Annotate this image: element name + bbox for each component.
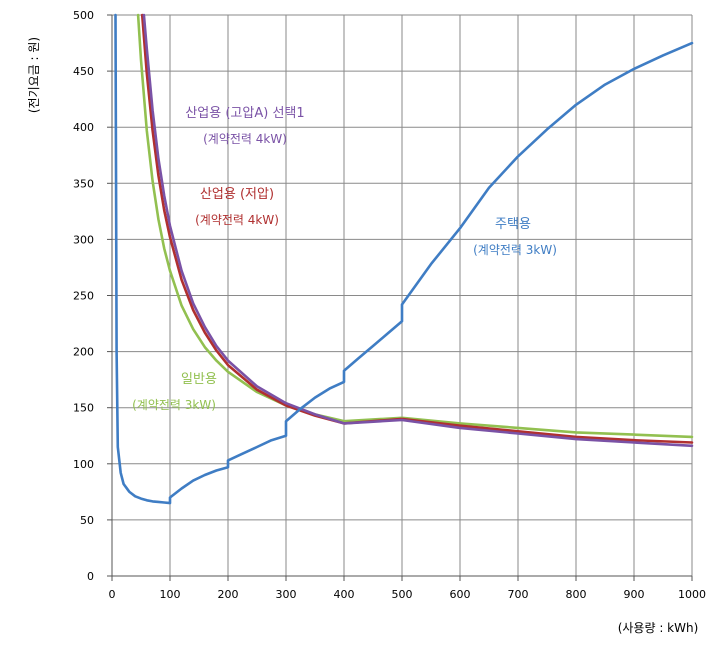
tick-labels: 0 100 200 300 400 500 600 700 800 900 1000 0 50 100 15… [73,9,706,601]
x-tick-label: 900 [624,588,645,601]
y-tick-label: 100 [73,458,94,471]
y-tick-label: 0 [87,570,94,583]
series-line [140,13,694,444]
y-axis-label: (전기요금 : 원) [27,37,41,113]
series-line [114,13,694,505]
series-line [136,13,694,439]
series-note-label: (계약전력 3kW) [132,397,216,412]
y-tick-label: 150 [73,402,94,415]
series-lines [114,13,694,505]
series-name-label: 산업용 (저압) [200,187,274,202]
series-annotations: 주택용 (계약전력 3kW) 산업용 (고압A) 선택1 (계약전력 4kW) 산업용 … [132,106,557,412]
series-line [142,13,694,448]
x-tick-label: 600 [450,588,471,601]
grid-lines [112,14,693,576]
x-tick-label: 500 [392,588,413,601]
x-tick-label: 300 [276,588,297,601]
axes [107,14,693,581]
x-tick-label: 1000 [678,588,706,601]
y-tick-label: 200 [73,346,94,359]
x-tick-label: 800 [566,588,587,601]
x-axis-label: (사용량 : kWh) [618,621,699,635]
series-note-label: (계약전력 4kW) [203,131,287,146]
y-tick-label: 500 [73,9,94,22]
series-name-label: 일반용 [181,372,217,387]
series-note-label: (계약전력 4kW) [195,212,279,227]
x-tick-label: 200 [218,588,239,601]
series-name-label: 주택용 [495,217,531,232]
x-tick-label: 100 [160,588,181,601]
x-tick-label: 0 [109,588,116,601]
y-tick-label: 450 [73,65,94,78]
y-tick-label: 50 [80,514,94,527]
y-tick-label: 350 [73,177,94,190]
y-tick-label: 400 [73,121,94,134]
x-tick-label: 400 [334,588,355,601]
y-tick-label: 250 [73,290,94,303]
series-note-label: (계약전력 3kW) [473,242,557,257]
series-name-label: 산업용 (고압A) 선택1 [185,106,304,121]
x-tick-label: 700 [508,588,529,601]
y-tick-label: 300 [73,233,94,246]
